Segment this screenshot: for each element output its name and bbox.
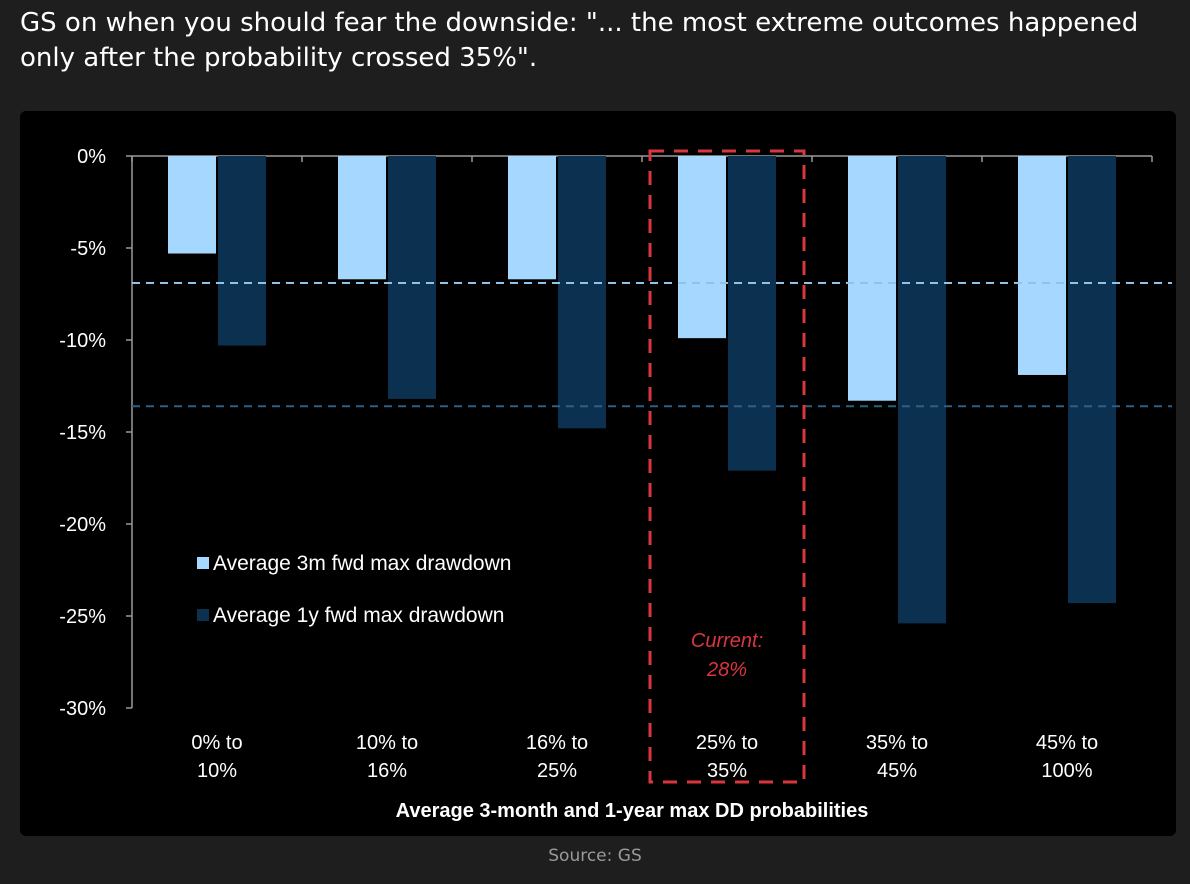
x-category-label: 25% to	[696, 732, 758, 754]
bar-1y	[728, 156, 776, 471]
bar-3m	[508, 156, 556, 280]
bar-3m	[848, 156, 896, 401]
y-tick-label: -25%	[59, 606, 106, 628]
x-category-label: 25%	[537, 760, 577, 782]
y-tick-label: -15%	[59, 422, 106, 444]
bar-1y	[558, 156, 606, 429]
bar-chart: 0% -5% -10% -15% -20% -25% -30% 0% to 10% 10% to 1…	[59, 146, 1172, 822]
x-axis-title: Average 3-month and 1-year max DD probab…	[396, 800, 869, 822]
headline: GS on when you should fear the downside:…	[20, 8, 1139, 73]
x-category-label: 35% to	[866, 732, 928, 754]
y-tick-label: -20%	[59, 514, 106, 536]
bar-1y	[898, 156, 946, 624]
chart-panel: 0% -5% -10% -15% -20% -25% -30% 0% to 10% 10% to 1…	[20, 111, 1176, 836]
bar-1y	[388, 156, 436, 399]
legend-swatch-1y	[197, 609, 209, 621]
y-tick-label: -10%	[59, 330, 106, 352]
current-label: 28%	[706, 659, 747, 681]
y-tick-label: -30%	[59, 698, 106, 720]
legend-label: Average 1y fwd max drawdown	[213, 604, 504, 627]
bar-3m	[168, 156, 216, 254]
current-label: Current:	[691, 630, 763, 652]
x-category-label: 0% to	[191, 732, 242, 754]
x-category-label: 35%	[707, 760, 747, 782]
bar-3m	[338, 156, 386, 280]
bar-3m	[678, 156, 726, 339]
x-category-label: 100%	[1041, 760, 1092, 782]
x-category-label: 10%	[197, 760, 237, 782]
bar-1y	[1068, 156, 1116, 604]
x-category-label: 16% to	[526, 732, 588, 754]
legend-label: Average 3m fwd max drawdown	[213, 552, 511, 575]
y-tick-label: 0%	[77, 146, 106, 168]
x-category-label: 16%	[367, 760, 407, 782]
bar-3m	[1018, 156, 1066, 375]
source-caption: Source: GS	[548, 846, 642, 866]
legend-swatch-3m	[197, 557, 209, 569]
x-category-label: 45%	[877, 760, 917, 782]
current-highlight-box	[648, 149, 806, 784]
x-category-label: 45% to	[1036, 732, 1098, 754]
y-tick-label: -5%	[70, 238, 106, 260]
bar-1y	[218, 156, 266, 346]
x-category-label: 10% to	[356, 732, 418, 754]
